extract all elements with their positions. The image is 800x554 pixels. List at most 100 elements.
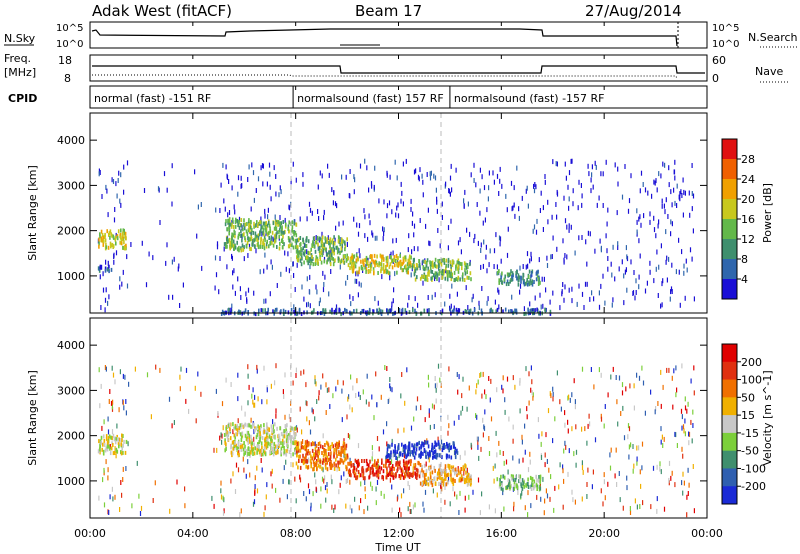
heatmap-cell (415, 442, 418, 447)
heatmap-cell (258, 450, 261, 455)
heatmap-cell (496, 387, 498, 393)
heatmap-cell (403, 488, 405, 494)
heatmap-cell (264, 237, 266, 242)
heatmap-cell (550, 474, 552, 480)
heatmap-cell (272, 452, 275, 457)
heatmap-cell (519, 478, 521, 483)
heatmap-cell (567, 184, 569, 190)
heatmap-cell (658, 264, 660, 270)
heatmap-cell (136, 460, 138, 466)
heatmap-cell (479, 167, 481, 173)
heatmap-cell (664, 209, 666, 215)
heatmap-cell (655, 233, 657, 239)
heatmap-cell (510, 269, 512, 274)
heatmap-cell (272, 243, 275, 248)
heatmap-cell (607, 207, 609, 213)
heatmap-cell (599, 238, 601, 244)
colorbar-frame (721, 343, 738, 505)
heatmap-cell (372, 468, 374, 473)
heatmap-cell (553, 507, 555, 513)
heatmap-cell (461, 262, 463, 267)
heatmap-cell (413, 455, 416, 460)
heatmap-cell (273, 446, 275, 451)
heatmap-cell (179, 303, 181, 308)
heatmap-cell (341, 417, 343, 423)
heatmap-cell (277, 438, 280, 443)
heatmap-cell (382, 257, 385, 262)
heatmap-cell (317, 258, 319, 263)
heatmap-cell (521, 478, 524, 483)
heatmap-cell (315, 479, 317, 485)
heatmap-cell (575, 462, 577, 468)
heatmap-cell (642, 380, 645, 386)
heatmap-cell (375, 486, 377, 492)
heatmap-cell (433, 450, 436, 454)
heatmap-cell (303, 296, 305, 302)
heatmap-cell (313, 244, 315, 249)
heatmap-cell (388, 463, 390, 468)
heatmap-cell (578, 179, 580, 185)
heatmap-cell (676, 183, 678, 189)
heatmap-cell (382, 266, 385, 271)
heatmap-cell (248, 452, 251, 456)
heatmap-cell (307, 250, 309, 255)
heatmap-cell (242, 424, 245, 429)
heatmap-cell (356, 476, 358, 481)
heatmap-cell (675, 432, 677, 438)
heatmap-cell (264, 439, 267, 444)
heatmap-cell (109, 241, 112, 246)
heatmap-cell (254, 446, 256, 451)
heatmap-cell (275, 413, 277, 419)
heatmap-cell (371, 485, 373, 491)
heatmap-cell (254, 402, 256, 408)
heatmap-cell (299, 465, 302, 470)
heatmap-cell (660, 173, 662, 179)
heatmap-cell (536, 273, 539, 278)
heatmap-cell (636, 229, 638, 235)
heatmap-cell (524, 281, 527, 286)
heatmap-cell (360, 282, 362, 288)
heatmap-cell (236, 247, 239, 252)
heatmap-cell (323, 478, 325, 484)
heatmap-cell (566, 254, 568, 260)
heatmap-cell (536, 307, 538, 312)
heatmap-cell (322, 433, 324, 439)
heatmap-cell (441, 258, 443, 263)
heatmap-cell (621, 194, 624, 200)
heatmap-cell (529, 301, 531, 307)
heatmap-cell (286, 434, 288, 439)
heatmap-cell (370, 267, 372, 271)
heatmap-cell (422, 280, 424, 286)
heatmap-cell (527, 512, 529, 518)
heatmap-cell (387, 258, 389, 263)
heatmap-cell (353, 473, 356, 478)
heatmap-cell (386, 441, 388, 447)
heatmap-cell (499, 178, 501, 184)
heatmap-cell (283, 440, 286, 445)
heatmap-cell (328, 387, 330, 393)
colorbar-swatch (722, 397, 737, 416)
heatmap-cell (626, 485, 628, 491)
heatmap-cell (642, 500, 644, 506)
heatmap-cell (388, 264, 391, 269)
heatmap-cell (592, 184, 594, 190)
heatmap-cell (421, 481, 423, 486)
heatmap-cell (230, 382, 232, 387)
heatmap-cell (235, 217, 237, 222)
heatmap-cell (331, 504, 333, 510)
heatmap-cell (588, 171, 590, 177)
heatmap-cell (460, 410, 462, 416)
heatmap-cell (446, 473, 448, 478)
heatmap-cell (585, 239, 587, 245)
heatmap-cell (429, 265, 432, 270)
heatmap-cell (326, 441, 329, 446)
heatmap-cell (264, 223, 266, 228)
heatmap-cell (625, 245, 627, 251)
heatmap-cell (422, 443, 424, 448)
heatmap-cell (382, 236, 384, 242)
heatmap-cell (236, 240, 238, 245)
heatmap-cell (414, 463, 417, 467)
heatmap-cell (581, 235, 583, 240)
heatmap-cell (479, 188, 481, 194)
heatmap-cell (224, 222, 227, 227)
